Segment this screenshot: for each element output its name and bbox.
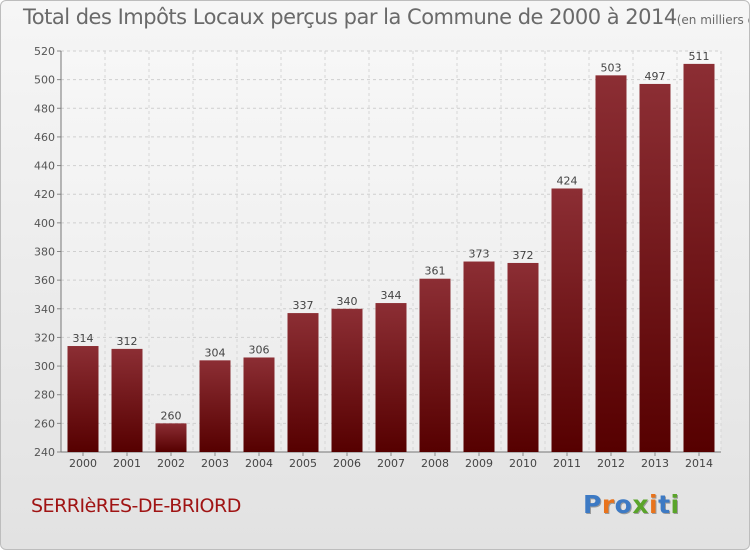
y-tick-label: 380 (34, 246, 55, 259)
bar-2009 (463, 261, 495, 452)
bar-2001 (111, 348, 143, 452)
data-label-2004: 306 (249, 343, 270, 356)
y-tick-label: 480 (34, 102, 55, 115)
bar-2008 (419, 278, 451, 452)
bars (67, 63, 715, 453)
y-tick-label: 400 (34, 217, 55, 230)
chart-title-main: Total des Impôts Locaux perçus par la Co… (23, 5, 677, 29)
data-label-2002: 260 (161, 409, 182, 422)
bar-2000 (67, 346, 99, 452)
y-tick-label: 300 (34, 360, 55, 373)
bar-2011 (551, 188, 583, 452)
y-tick-label: 240 (34, 446, 55, 459)
y-tick-label: 320 (34, 331, 55, 344)
data-label-2001: 312 (117, 335, 138, 348)
bar-2003 (199, 360, 231, 452)
y-tick-label: 280 (34, 389, 55, 402)
data-label-2011: 424 (557, 174, 578, 187)
bar-2004 (243, 357, 275, 452)
y-tick-label: 440 (34, 160, 55, 173)
data-label-2000: 314 (73, 332, 94, 345)
bar-2005 (287, 313, 319, 452)
data-label-2009: 373 (469, 248, 490, 261)
chart-title-unit: (en milliers d'€) (676, 13, 749, 27)
data-label-2006: 340 (337, 295, 358, 308)
x-tick-label-2000: 2000 (69, 457, 97, 470)
y-tick-label: 500 (34, 74, 55, 87)
x-tick-label-2009: 2009 (465, 457, 493, 470)
logo-letter: o (614, 490, 633, 519)
bar-2007 (375, 303, 407, 452)
data-label-2013: 497 (645, 70, 666, 83)
logo-letter: x (632, 490, 649, 519)
bar-2010 (507, 262, 539, 452)
y-tick-label: 520 (34, 45, 55, 58)
x-tick-label-2001: 2001 (113, 457, 141, 470)
bar-2013 (639, 83, 671, 453)
y-tick-label: 460 (34, 131, 55, 144)
x-tick-label-2005: 2005 (289, 457, 317, 470)
logo-letter: t (658, 490, 671, 519)
x-tick-label-2003: 2003 (201, 457, 229, 470)
data-label-2010: 372 (513, 249, 534, 262)
x-tick-label-2010: 2010 (509, 457, 537, 470)
y-tick-label: 260 (34, 417, 55, 430)
bar-2014 (683, 63, 715, 453)
logo-letter: r (601, 490, 615, 519)
y-tick-label: 340 (34, 303, 55, 316)
data-label-2005: 337 (293, 299, 314, 312)
proxiti-logo[interactable]: Proxiti (583, 490, 680, 519)
data-label-2008: 361 (425, 265, 446, 278)
x-tick-label-2012: 2012 (597, 457, 625, 470)
x-tick-label-2002: 2002 (157, 457, 185, 470)
x-tick-label-2006: 2006 (333, 457, 361, 470)
logo-letter: P (583, 490, 602, 519)
commune-name: SERRIèRES-DE-BRIORD (31, 495, 241, 517)
chart-title: Total des Impôts Locaux perçus par la Co… (23, 5, 749, 29)
data-label-2003: 304 (205, 346, 226, 359)
x-tick-label-2011: 2011 (553, 457, 581, 470)
bar-2006 (331, 308, 363, 452)
logo-letter: i (649, 490, 659, 519)
x-tick-label-2004: 2004 (245, 457, 273, 470)
data-labels: 314 312 260 304 306 337 340 344 361 373 372 424 503 4… (73, 50, 710, 422)
data-label-2007: 344 (381, 289, 402, 302)
bar-2012 (595, 75, 627, 452)
x-tick-label-2014: 2014 (685, 457, 713, 470)
y-tick-label: 360 (34, 274, 55, 287)
logo-letter: i (670, 490, 680, 519)
data-label-2012: 503 (601, 61, 622, 74)
x-tick-label-2008: 2008 (421, 457, 449, 470)
data-label-2014: 511 (689, 50, 710, 63)
bar-2002 (155, 423, 187, 452)
x-tick-label-2013: 2013 (641, 457, 669, 470)
x-tick-label-2007: 2007 (377, 457, 405, 470)
y-tick-label: 420 (34, 188, 55, 201)
